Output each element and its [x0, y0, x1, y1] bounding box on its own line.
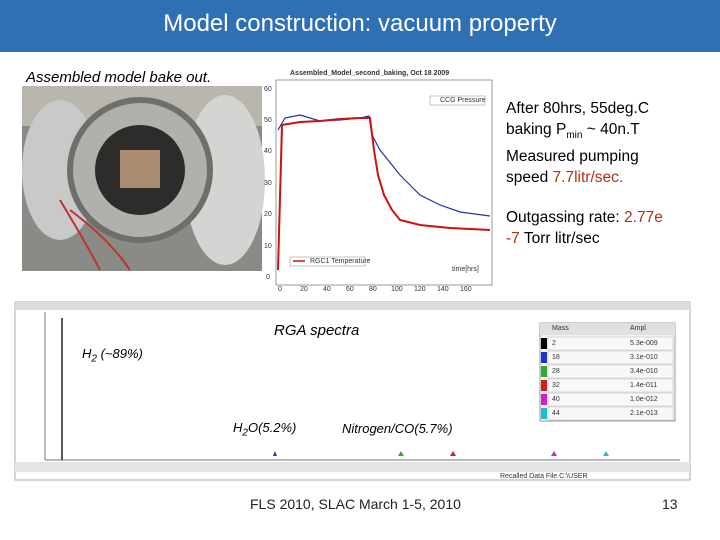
x-tick: 140 [437, 286, 449, 293]
x-tick: 40 [323, 286, 331, 293]
note-line: -7 Torr litr/sec [506, 228, 711, 249]
text: H [82, 346, 92, 361]
legend-label: CCG Pressure [440, 97, 486, 104]
x-tick: 20 [300, 286, 308, 293]
row-swatch [541, 352, 547, 363]
x-tick: 60 [346, 286, 354, 293]
row-swatch [541, 380, 547, 391]
x-tick: 0 [278, 286, 282, 293]
subscript: 2 [91, 353, 97, 365]
text: speed [506, 169, 553, 187]
cell: 28 [552, 368, 560, 375]
peak-marker [398, 451, 404, 456]
model [120, 150, 160, 188]
x-tick: 100 [391, 286, 403, 293]
status-bar: Recalled Data File C:\USER [500, 473, 588, 480]
outgassing-note: Outgassing rate: 2.77e -7 Torr litr/sec [506, 207, 711, 249]
text: Outgassing rate: [506, 209, 625, 226]
x-tick: 120 [414, 286, 426, 293]
table-header [540, 323, 675, 335]
text: Torr litr/sec [519, 230, 600, 247]
x-tick: 80 [369, 286, 377, 293]
cell: 5.3e-009 [630, 340, 658, 347]
peak-label: H2O(5.2%) [233, 420, 296, 439]
y-tick: 20 [264, 211, 272, 218]
table-row [547, 336, 674, 351]
highlight: -7 [506, 230, 520, 247]
note-line: baking Pmin ~ 40n.T [506, 119, 711, 146]
pumping-note: After 80hrs, 55deg.C baking Pmin ~ 40n.T… [506, 98, 711, 188]
text: ~ 40n.T [582, 121, 640, 138]
rga-scrollbar [15, 462, 690, 472]
wires [59, 199, 131, 271]
table-row [547, 350, 674, 365]
legend-label: RGC1 Temperature [310, 258, 371, 265]
y-tick: 0 [266, 274, 270, 281]
rga-title: RGA spectra [274, 322, 360, 339]
y-tick: 30 [264, 180, 272, 187]
cell: 44 [552, 410, 560, 417]
subscript: 2 [242, 427, 248, 439]
cell: 2 [552, 340, 556, 347]
text: baking P [506, 121, 567, 138]
temperature-curve [277, 117, 491, 271]
slide-title: Model construction: vacuum property [163, 10, 557, 37]
footer: FLS 2010, SLAC March 1-5, 2010 [250, 496, 461, 512]
plot-frame [275, 79, 493, 286]
rga-toolbar [15, 302, 690, 310]
row-swatch [541, 408, 547, 419]
note-line: Outgassing rate: 2.77e [506, 207, 711, 228]
cell: 32 [552, 382, 560, 389]
table-header: Mass [552, 325, 569, 332]
legend-box [289, 256, 366, 267]
title-bar [0, 0, 720, 52]
note-line: speed 7.7litr/sec. [506, 167, 711, 188]
table-row [547, 392, 674, 407]
peak-marker [551, 451, 557, 456]
x-label: time[hrs] [452, 266, 479, 273]
cell: 1.0e-012 [630, 396, 658, 403]
y-tick: 10 [264, 243, 272, 250]
row-swatch [541, 338, 547, 349]
text: (~89%) [96, 346, 143, 361]
peak-marker [450, 451, 456, 456]
peak-label: Nitrogen/CO(5.7%) [342, 421, 453, 436]
peak-marker [273, 451, 277, 456]
note-line: After 80hrs, 55deg.C [506, 100, 650, 117]
text: O(5.2%) [247, 420, 297, 435]
row-swatch [541, 366, 547, 377]
y-tick: 60 [264, 86, 272, 93]
text: H [233, 420, 243, 435]
page-number: 13 [662, 496, 678, 512]
highlight: 2.77e [624, 209, 663, 226]
table-row [547, 378, 674, 393]
y-tick: 50 [264, 117, 272, 124]
cell: 40 [552, 396, 560, 403]
note-line: Measured pumping [506, 148, 639, 166]
cell: 1.4e-011 [630, 382, 658, 389]
peak-label: H2 (~89%) [82, 346, 143, 365]
table-row [547, 406, 674, 421]
table-row [547, 364, 674, 379]
highlight: 7.7litr/sec. [552, 169, 624, 187]
cell: 2.1e-013 [630, 410, 658, 417]
cell: 3.4e-010 [630, 368, 658, 375]
peak-marker [603, 451, 609, 456]
cell: 18 [552, 354, 560, 361]
photo-caption: Assembled model bake out. [26, 69, 212, 86]
y-tick: 40 [264, 148, 272, 155]
table-header: Ampl [630, 325, 646, 332]
row-swatch [541, 394, 547, 405]
plot-title: Assembled_Model_second_baking, Oct 18 20… [290, 70, 450, 77]
subscript: min [566, 130, 583, 142]
x-tick: 160 [460, 286, 472, 293]
cell: 3.1e-010 [630, 354, 658, 361]
legend-box [429, 95, 486, 106]
